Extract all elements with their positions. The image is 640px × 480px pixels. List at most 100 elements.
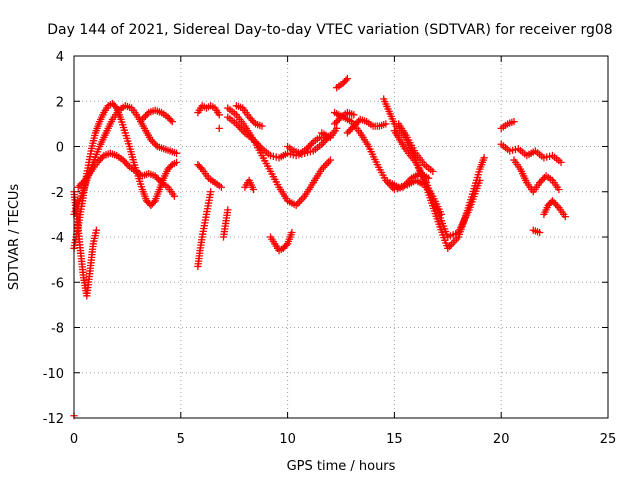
data-point <box>207 188 215 196</box>
data-point <box>283 149 292 157</box>
data-point <box>442 239 450 247</box>
data-point <box>397 182 406 191</box>
data-point <box>441 236 449 244</box>
data-point <box>122 131 130 140</box>
data-point <box>440 225 449 233</box>
data-point <box>136 180 145 188</box>
axis-ticks: 0 5 10 15 20 25 -12 -10 -8 -6 -4 -2 0 2 4 <box>43 50 617 447</box>
data-point <box>511 145 520 154</box>
data-point <box>168 117 176 126</box>
x-tick-label: 5 <box>177 432 185 447</box>
data-point <box>543 153 551 161</box>
data-point <box>120 126 129 134</box>
y-tick-label: -8 <box>51 322 64 337</box>
data-point <box>130 158 138 166</box>
data-point <box>172 149 181 157</box>
data-point <box>400 182 409 190</box>
data-point <box>118 118 126 126</box>
data-point <box>473 184 481 193</box>
data-point <box>476 176 484 185</box>
data-point <box>535 228 544 237</box>
data-point <box>289 151 297 159</box>
data-point <box>442 227 450 236</box>
data-point <box>444 233 452 241</box>
y-tick-label: -2 <box>51 186 64 201</box>
data-point <box>465 206 473 214</box>
x-axis-label: GPS time / hours <box>287 459 396 474</box>
data-point <box>131 161 139 169</box>
data-point <box>123 134 131 143</box>
data-point <box>350 111 358 119</box>
data-point <box>449 231 457 239</box>
data-point <box>333 124 341 133</box>
data-point <box>266 151 275 160</box>
data-point <box>135 174 143 183</box>
data-point <box>540 154 548 162</box>
data-point <box>561 212 569 221</box>
data-point <box>438 219 447 228</box>
y-axis-label: SDTVAR / TECUs <box>7 184 22 291</box>
y-tick-label: -12 <box>43 412 64 427</box>
data-point <box>446 232 455 240</box>
y-tick-label: -6 <box>51 276 64 291</box>
data-point <box>470 192 478 201</box>
data-point <box>429 167 437 176</box>
data-point <box>436 214 444 222</box>
data-point <box>382 120 390 128</box>
data-point <box>121 129 129 137</box>
data-point <box>557 158 565 166</box>
data-point <box>443 230 451 238</box>
data-point <box>466 203 474 211</box>
data-point <box>288 228 296 237</box>
data-point <box>137 183 146 191</box>
data-point <box>472 187 480 195</box>
plot-frame <box>73 55 609 419</box>
y-tick-label: -10 <box>43 367 64 382</box>
data-point <box>471 190 479 198</box>
data-point <box>136 177 144 185</box>
data-point <box>437 217 446 225</box>
y-tick-label: 4 <box>56 50 64 65</box>
data-point <box>215 124 223 133</box>
data-point <box>119 123 128 132</box>
x-tick-label: 15 <box>386 432 403 447</box>
data-point <box>555 185 563 194</box>
data-point <box>469 195 477 203</box>
data-point <box>306 148 315 156</box>
data-point <box>170 192 179 200</box>
data-point <box>437 210 446 219</box>
data-point <box>124 137 132 145</box>
data-point <box>217 183 226 191</box>
data-point <box>468 198 476 206</box>
data-point <box>249 185 258 194</box>
chart-title: Day 144 of 2021, Sidereal Day-to-day VTE… <box>47 22 612 38</box>
data-point <box>172 158 181 166</box>
data-point <box>326 156 334 164</box>
data-point <box>439 231 447 239</box>
y-tick-label: -4 <box>51 231 64 246</box>
data-point <box>480 154 488 162</box>
data-point <box>215 111 223 119</box>
x-tick-label: 25 <box>600 432 617 447</box>
y-tick-label: 0 <box>56 141 64 156</box>
data-point <box>452 229 460 238</box>
data-point <box>395 183 403 191</box>
data-point <box>474 182 482 190</box>
data-point <box>125 140 133 148</box>
x-tick-label: 10 <box>279 432 296 447</box>
data-point <box>286 150 295 158</box>
data-point <box>119 121 127 129</box>
data-point <box>343 74 352 83</box>
data-point <box>269 152 278 160</box>
data-point <box>474 171 482 179</box>
x-tick-label: 20 <box>493 432 510 447</box>
data-point <box>439 222 448 230</box>
data-point <box>506 147 514 155</box>
data-point <box>467 200 475 209</box>
data-point <box>117 115 125 123</box>
x-tick-label: 0 <box>70 432 78 447</box>
data-points <box>70 74 569 420</box>
data-point <box>258 122 266 130</box>
data-point <box>545 152 554 160</box>
